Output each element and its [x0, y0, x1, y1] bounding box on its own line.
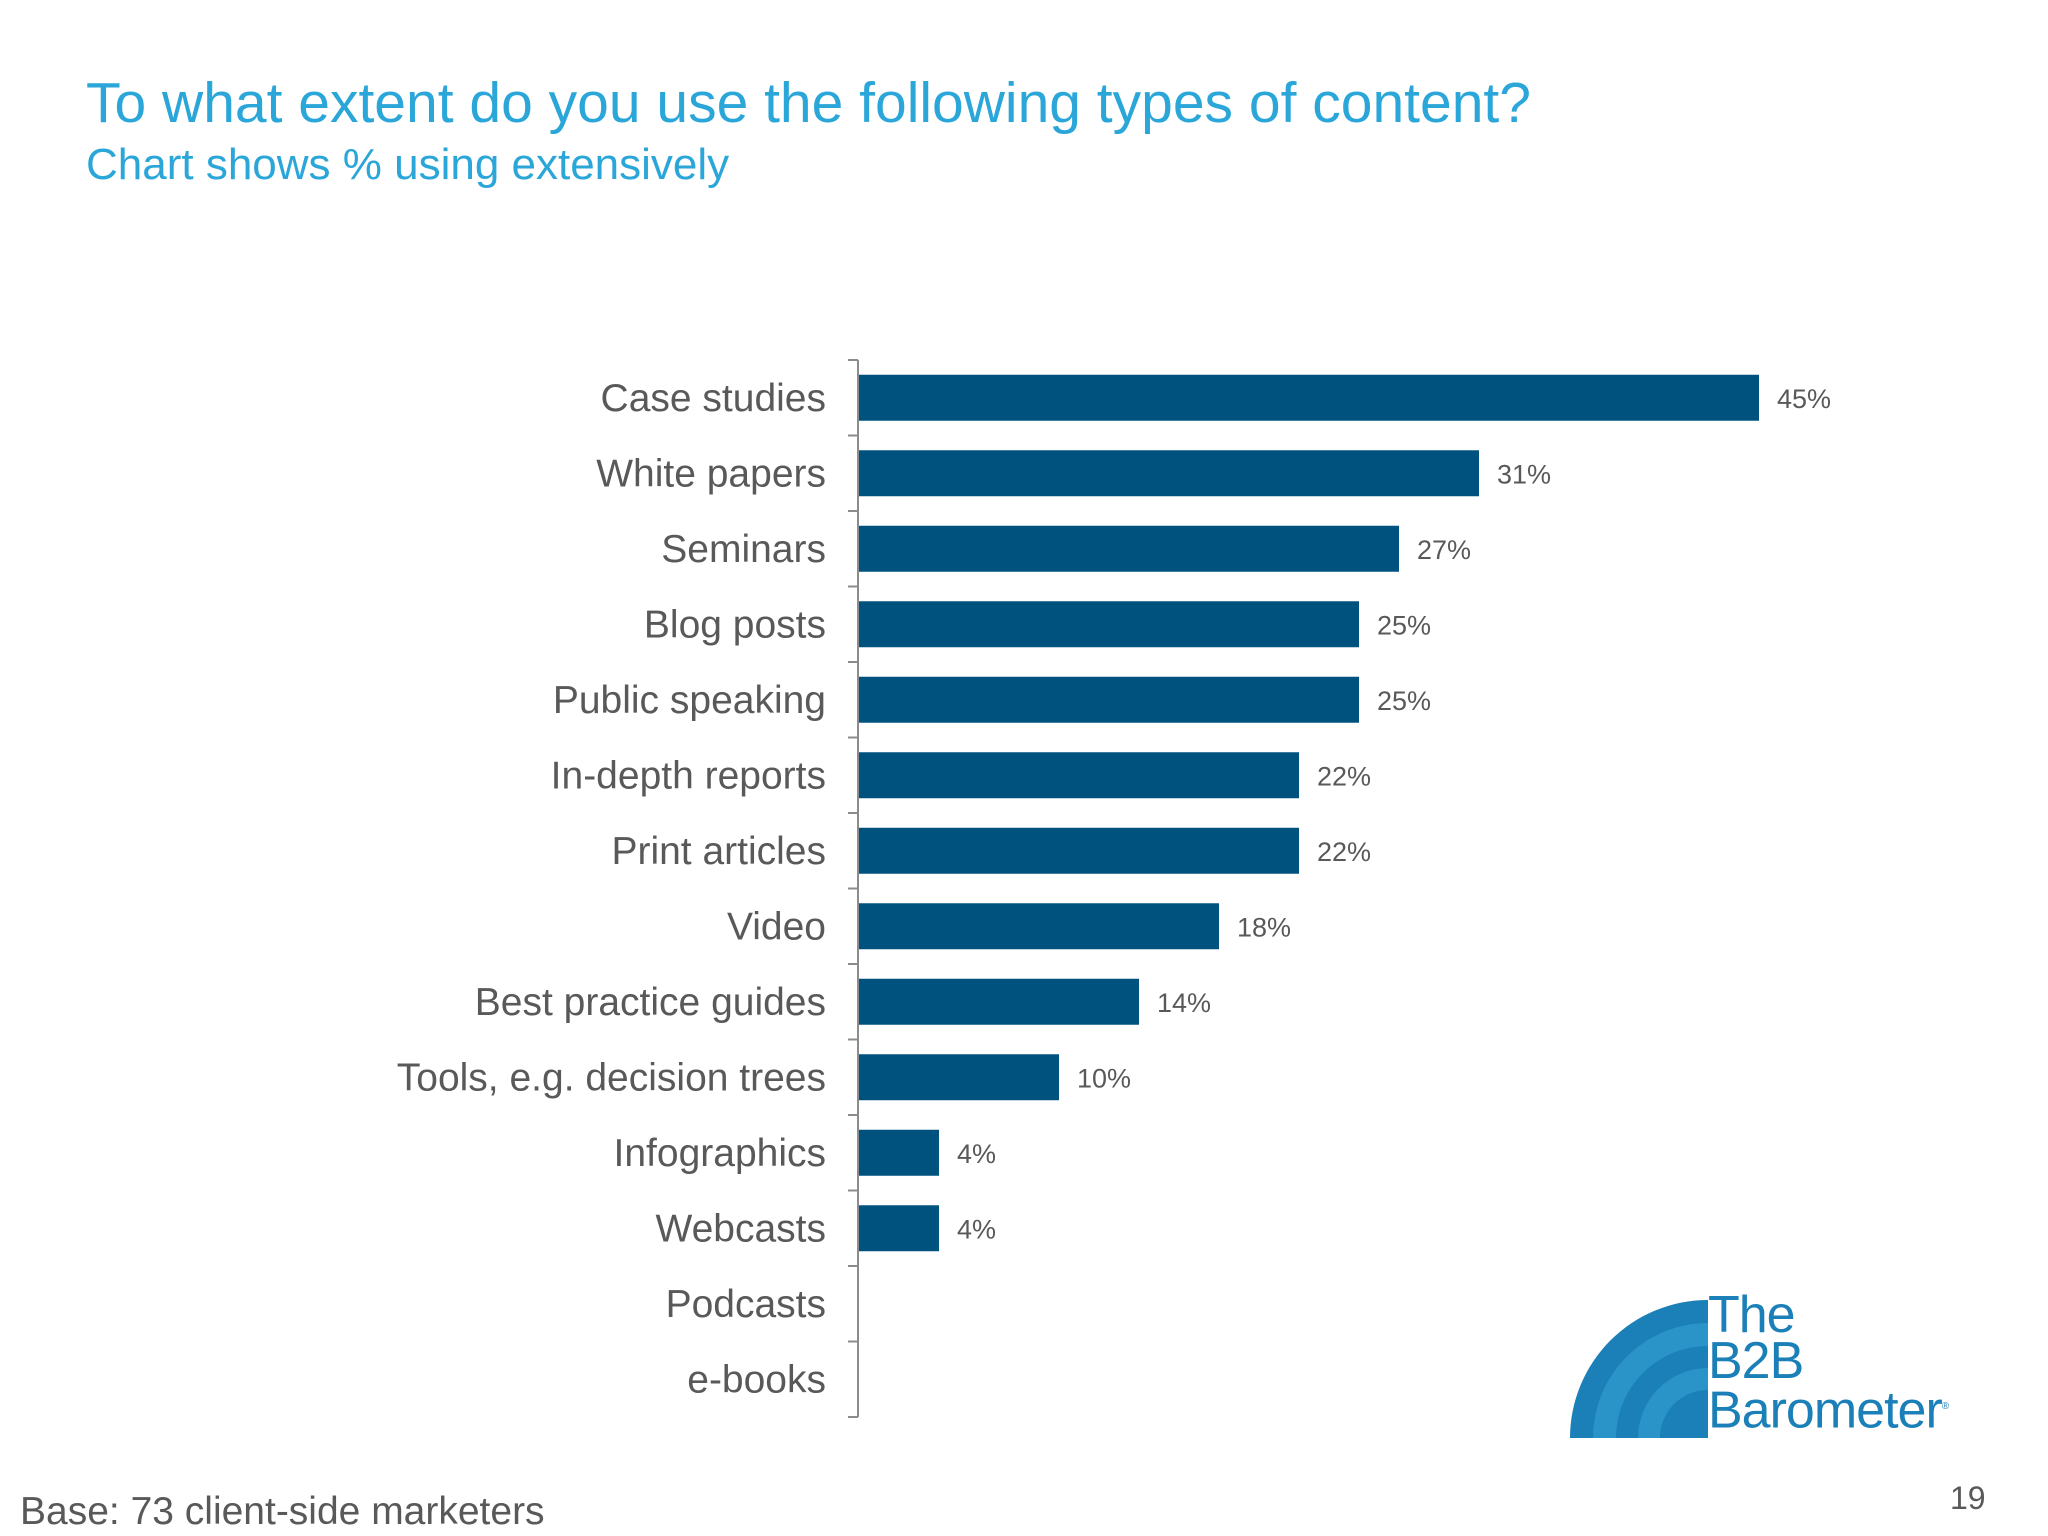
category-label: Public speaking [553, 679, 826, 722]
category-label: Best practice guides [475, 981, 826, 1024]
category-label: e-books [687, 1358, 826, 1401]
value-label: 25% [1377, 610, 1431, 640]
logo-line-b2b: B2B [1708, 1332, 1804, 1390]
value-label: 22% [1317, 761, 1371, 791]
category-label: Video [727, 905, 826, 948]
chart-subtitle: Chart shows % using extensively [86, 140, 730, 189]
bar [859, 676, 1359, 723]
value-label: 18% [1237, 912, 1291, 942]
category-label: Podcasts [666, 1283, 826, 1326]
logo-registered-mark: ® [1941, 1401, 1949, 1412]
bar [859, 1054, 1059, 1101]
value-label: 45% [1777, 384, 1831, 414]
category-label: Blog posts [644, 603, 826, 646]
chart-title: To what extent do you use the following … [86, 71, 1531, 135]
category-label: Infographics [614, 1132, 826, 1175]
bar [859, 827, 1299, 874]
base-note: Base: 73 client-side marketers [20, 1490, 545, 1533]
logo-line-barometer: Barometer [1708, 1381, 1943, 1440]
page-number: 19 [1950, 1480, 1986, 1516]
bar [859, 450, 1479, 497]
barometer-logo-icon [1570, 1300, 1708, 1438]
bar [859, 525, 1399, 572]
category-label: In-depth reports [551, 754, 826, 797]
logo-line-the: The [1708, 1286, 1796, 1344]
category-label: Print articles [611, 830, 826, 873]
value-label: 22% [1317, 837, 1371, 867]
category-label: Webcasts [655, 1207, 826, 1250]
bar [859, 752, 1299, 799]
bar [859, 978, 1139, 1025]
bar [859, 374, 1759, 421]
value-label: 4% [957, 1214, 996, 1244]
bar [859, 1129, 939, 1176]
bar [859, 903, 1219, 950]
value-label: 27% [1417, 535, 1471, 565]
category-label: Seminars [661, 528, 826, 571]
bar [859, 601, 1359, 648]
value-label: 10% [1077, 1063, 1131, 1093]
category-label: Tools, e.g. decision trees [397, 1056, 826, 1099]
value-label: 14% [1157, 988, 1211, 1018]
bar [859, 1205, 939, 1252]
category-label: Case studies [601, 377, 826, 420]
value-label: 4% [957, 1139, 996, 1169]
value-label: 25% [1377, 686, 1431, 716]
category-label: White papers [596, 452, 826, 495]
bar-chart: Case studies 45% White papers 31% Seminars 27… [397, 359, 1831, 1418]
value-label: 31% [1497, 459, 1551, 489]
logo-wordmark: The B2B Barometer® [1708, 1286, 1949, 1436]
